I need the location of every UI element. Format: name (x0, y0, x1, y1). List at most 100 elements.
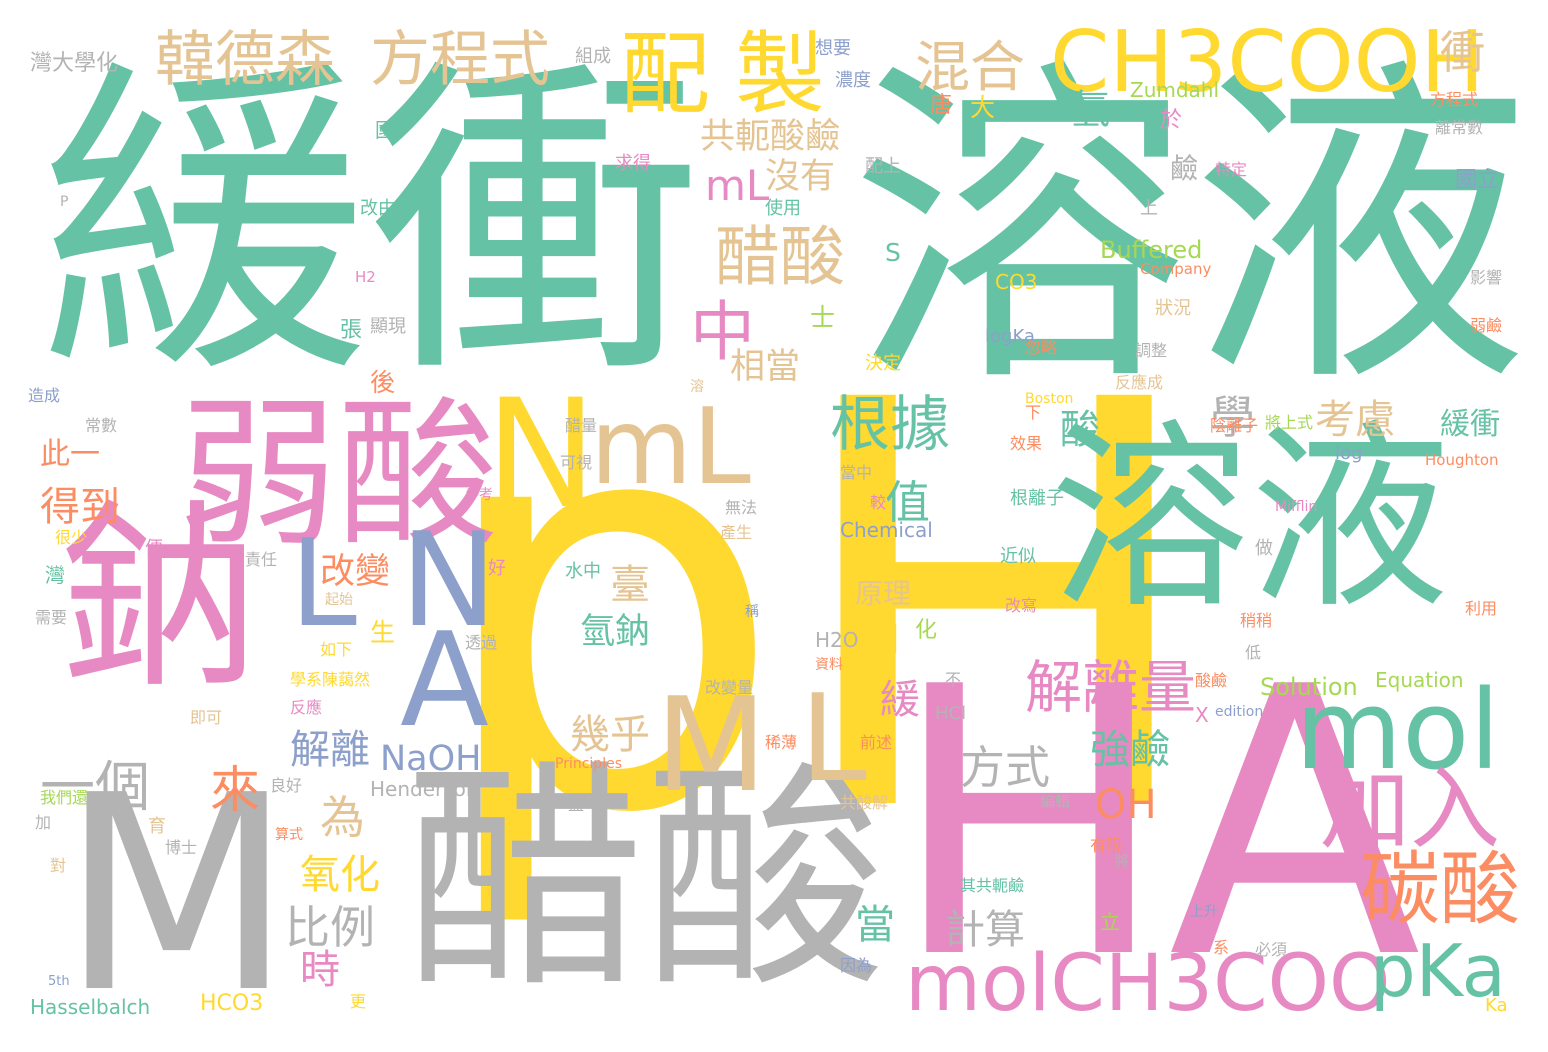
cloud-word: 稍稍 (1240, 611, 1273, 630)
cloud-word: 即可 (190, 708, 223, 727)
cloud-word: 於 (1160, 108, 1183, 133)
cloud-word: 碳酸 (1360, 843, 1520, 936)
cloud-word: Equation (1375, 668, 1464, 692)
cloud-word: 將 (1115, 854, 1129, 870)
cloud-word: 臺 (610, 562, 650, 608)
cloud-word: 反應 (290, 698, 323, 717)
cloud-word: 來 (210, 761, 260, 819)
cloud-word: 系 (1213, 938, 1230, 957)
cloud-word: 稀薄 (765, 733, 798, 752)
cloud-word: 當中 (840, 463, 873, 482)
cloud-word: 編輯 (1040, 793, 1071, 811)
cloud-word: N (400, 504, 498, 656)
cloud-word: 唐 (930, 93, 953, 118)
cloud-word: 低 (1245, 643, 1262, 662)
cloud-word: 灣 (45, 563, 65, 587)
cloud-word: 使用 (765, 198, 801, 219)
cloud-word: L (290, 515, 357, 654)
cloud-word: H (870, 617, 901, 663)
cloud-word: 醋酸 (405, 740, 886, 1020)
cloud-word: 反應成 (1115, 373, 1164, 392)
cloud-word: 一個 (40, 755, 151, 819)
cloud-word: 解離量 (1025, 655, 1196, 721)
cloud-word: 衝 (1440, 26, 1486, 79)
cloud-word: A (400, 604, 489, 756)
cloud-word: 強鹼 (1090, 727, 1170, 773)
cloud-word: 製 (735, 22, 825, 127)
cloud-word: 離常數 (1435, 118, 1484, 137)
cloud-word: edition (1215, 704, 1264, 720)
cloud-word: 利用 (1465, 599, 1498, 618)
cloud-word: 較 (870, 493, 887, 512)
cloud-word: Buffered (1100, 236, 1203, 264)
cloud-word: 算式 (275, 827, 303, 843)
cloud-word: logKa (985, 326, 1035, 347)
cloud-word: 立 (1100, 910, 1120, 934)
cloud-word: Boston (1025, 391, 1074, 407)
cloud-word: 前述 (860, 733, 893, 752)
cloud-word: 稱 (745, 604, 759, 620)
cloud-word: 配 (620, 22, 710, 127)
cloud-word: M (60, 737, 293, 1052)
cloud-word: 需要 (35, 608, 68, 627)
cloud-word: 狀況 (1155, 298, 1191, 319)
cloud-word: 水中 (565, 561, 601, 582)
cloud-word: 時 (300, 947, 340, 993)
cloud-word: 更 (350, 992, 367, 1011)
cloud-word: OH (1095, 782, 1157, 828)
cloud-word: 氧化 (300, 852, 380, 898)
cloud-word: 混合 (915, 35, 1026, 99)
cloud-word: 生 (370, 618, 396, 647)
cloud-word: 便 (145, 538, 163, 559)
cloud-word: 鹼 (1170, 152, 1199, 185)
cloud-word: CH3COOH (1050, 13, 1485, 112)
cloud-word: H2O (815, 628, 859, 652)
cloud-word: 其共軛鹼 (960, 876, 1025, 895)
cloud-word: HCl (935, 703, 967, 724)
cloud-word: 起始 (325, 592, 353, 608)
cloud-word: 後 (370, 368, 396, 397)
cloud-word: Houghton (1425, 451, 1499, 469)
cloud-word: 博士 (165, 838, 198, 857)
cloud-word: 為 (320, 791, 366, 844)
cloud-word: Company (1140, 260, 1212, 278)
cloud-word: 不 (945, 670, 962, 689)
cloud-word: 大 (970, 93, 996, 122)
cloud-word: 此一 (40, 437, 100, 472)
cloud-word: Henderson (370, 777, 479, 801)
cloud-word: 幾乎 (570, 712, 650, 758)
cloud-word: HCO3 (200, 991, 264, 1016)
cloud-word: 上升 (1190, 904, 1218, 920)
cloud-word: 無法 (725, 498, 758, 517)
cloud-word: 很少 (55, 528, 88, 547)
cloud-word: NaOH (380, 739, 482, 779)
cloud-word: mol (1295, 666, 1501, 794)
cloud-word: N (485, 368, 598, 542)
cloud-word: Solution (1260, 673, 1358, 701)
cloud-word: 責任 (245, 550, 278, 569)
cloud-word: 組成 (575, 46, 611, 67)
cloud-word: 有限 (1090, 836, 1123, 855)
cloud-word: 酸 (1060, 407, 1100, 453)
cloud-word: 共軛酸鹼 (700, 117, 841, 157)
cloud-word: 必須 (1255, 940, 1288, 959)
cloud-word: 顯現 (370, 316, 406, 337)
cloud-word: 韓德森 (155, 25, 335, 95)
cloud-word: 改變 (320, 552, 391, 592)
cloud-word: 效果 (1010, 434, 1043, 453)
cloud-word: 考慮 (1315, 397, 1395, 443)
cloud-word: Principles (555, 756, 622, 772)
cloud-word: X (1195, 703, 1209, 727)
cloud-word: 因為 (840, 956, 873, 975)
cloud-word: 陰離子 (1210, 416, 1259, 435)
cloud-word: 學系陳藹然 (290, 670, 371, 689)
cloud-word: 求得 (615, 153, 651, 174)
cloud-word: 改由 (360, 198, 396, 219)
cloud-word: 緩衝 (1440, 407, 1500, 442)
cloud-word: 下 (1025, 403, 1042, 422)
cloud-word: 相當 (730, 347, 801, 387)
cloud-word: 5th (48, 974, 70, 989)
cloud-word: 決定 (865, 353, 901, 374)
cloud-word: M (655, 669, 768, 821)
